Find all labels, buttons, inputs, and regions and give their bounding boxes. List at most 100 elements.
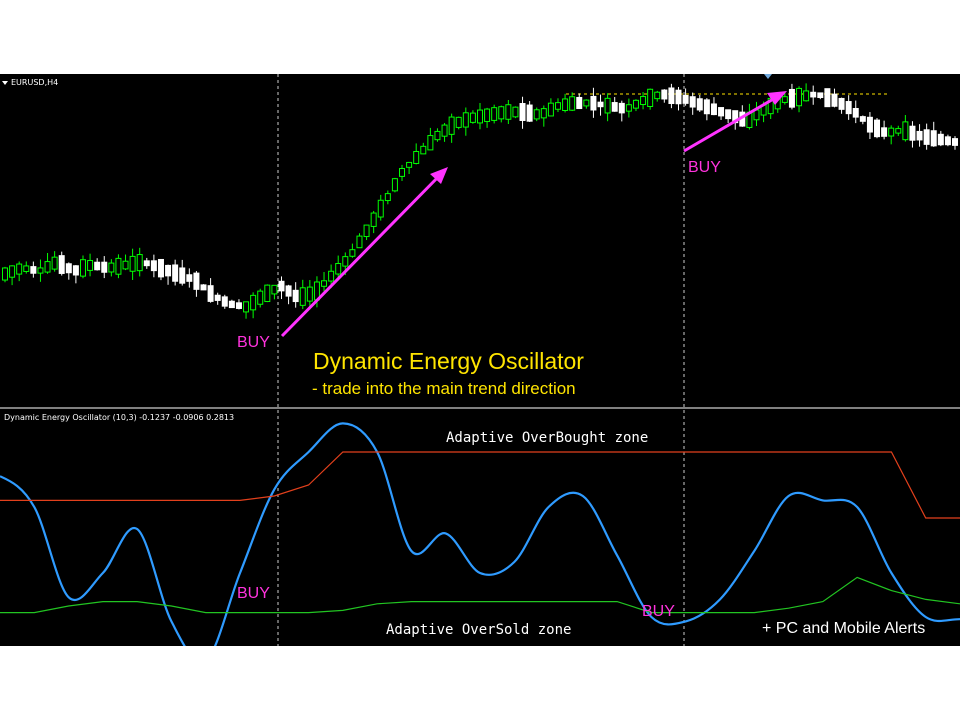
candle-bear: [172, 264, 179, 282]
candle-bear: [94, 261, 101, 271]
candle-bear: [278, 280, 285, 292]
candle-bull: [781, 96, 788, 103]
candle-bull: [37, 267, 44, 274]
symbol-dropdown-icon[interactable]: [2, 81, 8, 85]
candle-bull: [505, 104, 512, 120]
candle-bear: [916, 130, 923, 141]
candle-bear: [937, 133, 944, 146]
candle-bull: [136, 254, 143, 272]
candle-bear: [30, 266, 37, 274]
candle-bull: [384, 193, 391, 202]
candle-bull: [413, 151, 420, 164]
candle-bear: [810, 91, 817, 98]
candle-bear: [179, 267, 186, 284]
candle-bull: [9, 265, 16, 278]
candle-bull: [399, 168, 406, 177]
candle-bear: [200, 284, 207, 291]
candle-bear: [923, 129, 930, 145]
candle-bull: [356, 235, 363, 249]
candle-bull: [23, 265, 30, 272]
candle-bear: [689, 96, 696, 108]
candle-bull: [306, 286, 313, 302]
candle-bull: [569, 96, 576, 111]
candle-bull: [640, 96, 647, 106]
candle-bear: [710, 103, 717, 116]
candle-bull: [328, 270, 335, 282]
candle-bull: [115, 257, 122, 275]
candle-bear: [817, 92, 824, 99]
oversold-line: [0, 576, 960, 614]
candle-bull: [335, 263, 342, 275]
candle-bull: [108, 262, 115, 273]
candle-bull: [122, 260, 129, 270]
candle-bear: [235, 302, 242, 309]
candle-bull: [604, 97, 611, 114]
chart-canvas: EURUSD,H4 Dynamic Energy Oscillator (10,…: [0, 74, 960, 646]
candle-bull: [455, 116, 462, 128]
indicator-label: Dynamic Energy Oscillator (10,3) -0.1237…: [4, 413, 234, 422]
candle-bull: [477, 109, 483, 124]
candle-bear: [576, 96, 583, 110]
candle-bear: [668, 87, 675, 105]
candle-bull: [583, 99, 590, 107]
candle-bear: [824, 88, 831, 108]
candle-bear: [101, 261, 108, 273]
candle-bear: [597, 101, 604, 108]
candle-bear: [675, 89, 682, 105]
candle-bull: [895, 128, 902, 134]
trend-arrow-2: [683, 92, 783, 153]
candle-bull: [16, 263, 23, 275]
candle-bull: [87, 259, 94, 271]
candle-bear: [881, 127, 888, 137]
candle-bear: [285, 285, 292, 297]
candle-bull: [51, 256, 58, 270]
candle-bull: [625, 104, 632, 112]
candle-bull: [554, 102, 561, 110]
candle-bull: [44, 261, 51, 273]
candle-bear: [143, 260, 150, 267]
candle-bull: [377, 199, 384, 218]
trend-arrow-1: [280, 169, 446, 338]
candle-bull: [647, 88, 654, 108]
candle-bull: [349, 249, 356, 257]
candle-bear: [909, 125, 916, 141]
candle-bull: [427, 135, 434, 151]
oversold-label: Adaptive OverSold zone: [386, 622, 571, 638]
candle-bull: [547, 102, 554, 117]
candle-bear: [874, 119, 881, 138]
candle-bear: [207, 285, 214, 302]
candle-bull: [434, 130, 441, 141]
candle-bear: [944, 136, 951, 146]
candle-bear: [186, 274, 193, 282]
candle-bull: [299, 287, 306, 306]
candle-bear: [292, 289, 299, 303]
candle-bull: [79, 259, 86, 277]
candle-bull: [406, 161, 413, 168]
candle-bear: [859, 116, 866, 122]
candle-bear: [682, 94, 689, 104]
candle-bull: [391, 178, 398, 192]
candle-bull: [271, 284, 278, 295]
candle-bull: [888, 127, 895, 137]
candle-bull: [257, 290, 264, 305]
candle-bull: [264, 284, 271, 303]
candle-bear: [65, 263, 72, 274]
candle-bull: [243, 301, 250, 313]
candle-bull: [462, 112, 469, 128]
trend-arrow-2-head: [767, 91, 787, 105]
candle-bull: [469, 112, 476, 123]
candle-bull: [441, 124, 448, 137]
candle-bull: [533, 109, 540, 120]
candle-bear: [150, 260, 157, 272]
buy-label-price-2: BUY: [688, 159, 721, 176]
symbol-label: EURUSD,H4: [11, 78, 58, 87]
candle-bull: [342, 256, 349, 267]
overbought-line: [0, 451, 960, 519]
buy-label-price-1: BUY: [237, 334, 270, 351]
chart-window: EURUSD,H4 Dynamic Energy Oscillator (10,…: [0, 74, 960, 646]
candle-bear: [157, 258, 164, 278]
oscillator-group: [0, 422, 960, 646]
candle-bull: [498, 106, 505, 120]
candle-bull: [803, 90, 810, 102]
subheadline: - trade into the main trend direction: [312, 379, 576, 398]
